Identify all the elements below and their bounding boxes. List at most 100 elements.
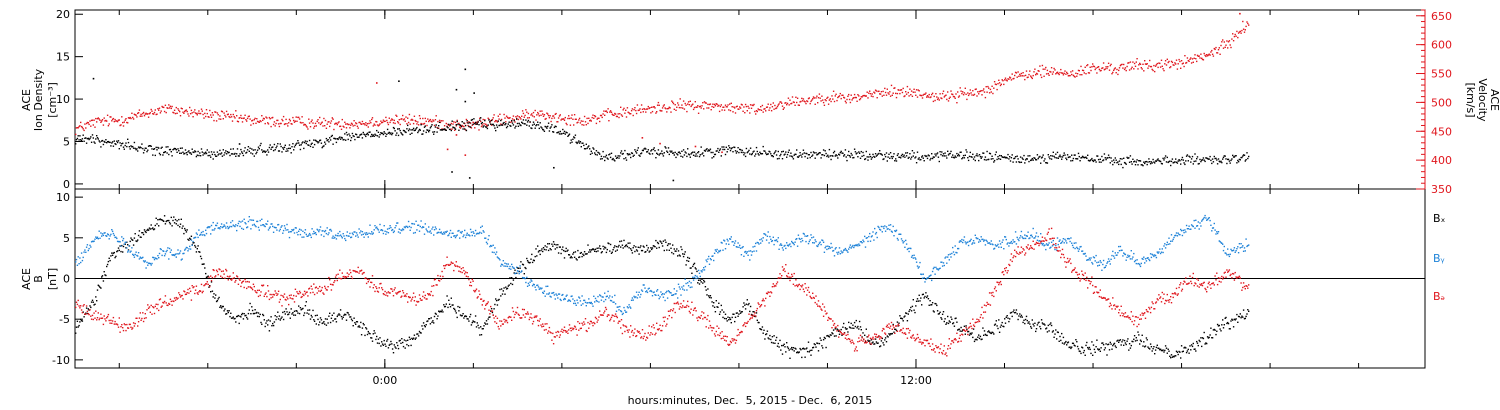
density-point [352,135,354,137]
velocity-point [1224,46,1226,48]
bx-point [606,248,608,251]
velocity-point [454,129,456,131]
velocity-point [731,106,733,108]
velocity-point [900,89,903,91]
density-point [220,153,222,155]
velocity-point [853,93,856,96]
velocity-y-tick-label: 550 [1431,68,1452,81]
bx-point [208,286,210,288]
density-point [529,121,531,123]
density-point [244,147,246,149]
velocity-point [601,116,603,119]
density-point [926,157,929,160]
density-point [758,154,760,156]
bx-point [717,306,719,308]
density-point [488,119,490,121]
bx-point [640,245,642,247]
by-point [374,225,376,227]
velocity-point [786,104,788,106]
velocity-point [1085,73,1087,75]
density-point [1008,158,1010,160]
velocity-point [869,90,871,92]
bx-point [531,261,534,264]
velocity-point [740,103,743,106]
density-point [338,137,340,139]
by-point [313,232,316,235]
by-point [214,227,216,230]
velocity-point [170,107,172,110]
density-point [954,155,956,157]
velocity-point [582,120,584,122]
bx-point [411,337,413,340]
bx-point [334,318,337,320]
by-point [367,236,369,238]
axis-ticks: 0:00 12:0005101520350400450500550600650-1… [52,8,1452,387]
bx-point [932,310,935,312]
density-point [365,133,368,135]
velocity-point [929,96,931,99]
bx-point [86,312,89,315]
bx-point [848,321,850,324]
density-point [259,144,261,147]
density-point [675,156,677,159]
density-point [753,150,755,152]
by-point [285,229,287,231]
velocity-point [1152,69,1154,72]
density-point [156,149,158,151]
bx-point [900,317,902,319]
by-point [517,270,520,273]
bx-point [336,315,338,318]
density-point [123,148,125,150]
density-point [184,152,186,155]
velocity-point [333,128,335,131]
velocity-point [104,120,106,122]
bx-point [490,310,492,312]
bx-point [1037,322,1039,324]
by-point [201,234,203,236]
by-point [355,235,357,237]
velocity-point [983,91,986,93]
velocity-point [577,121,579,123]
bx-point [163,215,166,217]
density-point [542,128,544,131]
density-point [458,129,460,131]
density-point [886,160,888,162]
density-point [579,141,582,143]
bx-point [670,247,672,249]
bx-point [88,309,90,311]
bx-point [771,336,774,338]
density-point [200,148,203,150]
by-point [127,250,130,252]
bx-point [746,299,748,301]
bx-point [1032,323,1034,325]
density-point [1140,164,1142,166]
bx-point [1203,331,1205,334]
bx-point [865,328,867,330]
velocity-point [467,124,469,127]
density-point [189,152,191,154]
density-point [1071,154,1073,156]
density-point [844,149,847,151]
velocity-point [963,92,966,94]
density-point [92,77,95,80]
density-point [506,125,509,128]
density-point [1030,159,1032,162]
bx-point [856,327,858,329]
bx-point [1171,356,1174,358]
density-point [643,148,645,150]
bx-point [302,307,304,310]
velocity-point [652,106,655,108]
bx-point [418,330,421,333]
density-point [1161,163,1163,165]
density-point [898,156,900,158]
density-point [943,155,945,157]
by-point [371,231,373,233]
density-point [359,134,361,136]
bx-point [660,241,662,243]
density-point [790,152,792,154]
bx-point [225,313,227,315]
by-point [379,223,381,226]
bx-point [656,241,659,244]
density-point [213,151,215,153]
density-point [969,151,971,154]
